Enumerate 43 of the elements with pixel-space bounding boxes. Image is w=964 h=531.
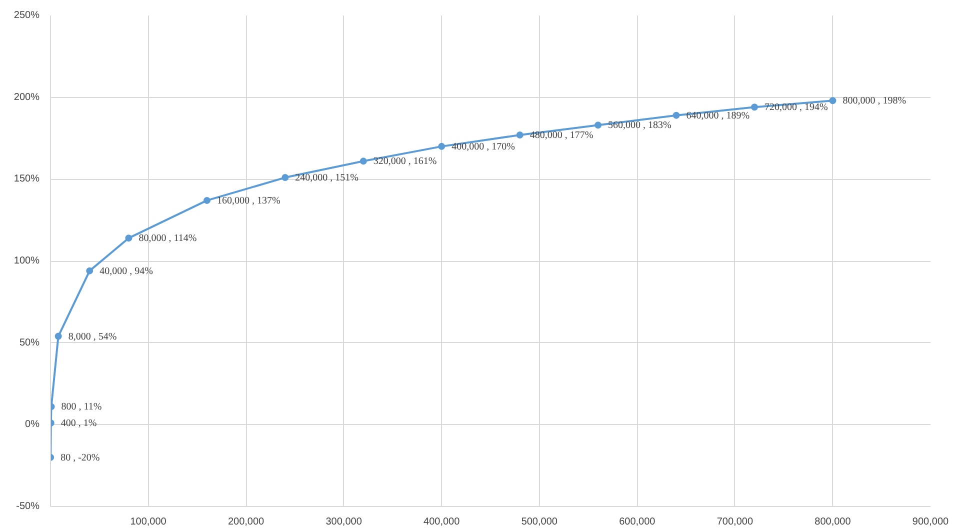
point: [672, 112, 680, 119]
y-tick-label: 50%: [19, 337, 40, 348]
point: [594, 122, 602, 129]
x-tick-label: 200,000: [228, 516, 265, 528]
x-tick-label: 400,000: [424, 516, 460, 528]
point: [360, 158, 367, 165]
data-label: 8,000 , 54%: [68, 331, 117, 342]
data-label: 400,000 , 170%: [452, 141, 515, 152]
y-tick-label: -50%: [16, 501, 40, 512]
y-tick-label: 100%: [14, 256, 40, 266]
x-tick-label: 900,000: [912, 516, 950, 528]
data-label: 240,000 , 151%: [295, 172, 359, 184]
point: [829, 97, 836, 104]
data-label: 560,000 , 183%: [608, 120, 672, 132]
y-tick-label: 0%: [25, 419, 40, 430]
point: [751, 104, 758, 111]
data-label: 80 , -20%: [60, 452, 100, 464]
data-label: 40,000 , 94%: [100, 266, 153, 277]
data-label: 800 , 11%: [61, 402, 102, 413]
data-label: 320,000 , 161%: [373, 156, 437, 168]
data-label: 480,000 , 177%: [530, 130, 594, 141]
x-tick-label: 100,000: [130, 516, 167, 528]
x-tick-label: 300,000: [326, 516, 362, 528]
y-tick-label: 250%: [14, 10, 40, 21]
data-label: 640,000 , 189%: [686, 110, 750, 122]
point: [86, 267, 94, 274]
point: [125, 234, 132, 242]
data-label: 400 , 1%: [60, 418, 97, 430]
point: [516, 131, 524, 138]
x-tick-label: 700,000: [716, 516, 754, 528]
data-label: 800,000 , 198%: [842, 96, 906, 107]
data-label: 80,000 , 114%: [138, 233, 197, 244]
data-label: 720,000 , 194%: [764, 102, 828, 114]
x-tick-label: 600,000: [619, 516, 656, 528]
point: [54, 332, 62, 340]
y-tick-label: 200%: [14, 92, 40, 103]
data-label: 160,000 , 137%: [216, 195, 280, 206]
point: [438, 142, 446, 150]
point: [282, 174, 289, 182]
point: [203, 196, 210, 204]
x-tick-label: 500,000: [521, 516, 558, 528]
x-tick-label: 800,000: [814, 516, 852, 528]
y-tick-label: 150%: [14, 174, 40, 185]
